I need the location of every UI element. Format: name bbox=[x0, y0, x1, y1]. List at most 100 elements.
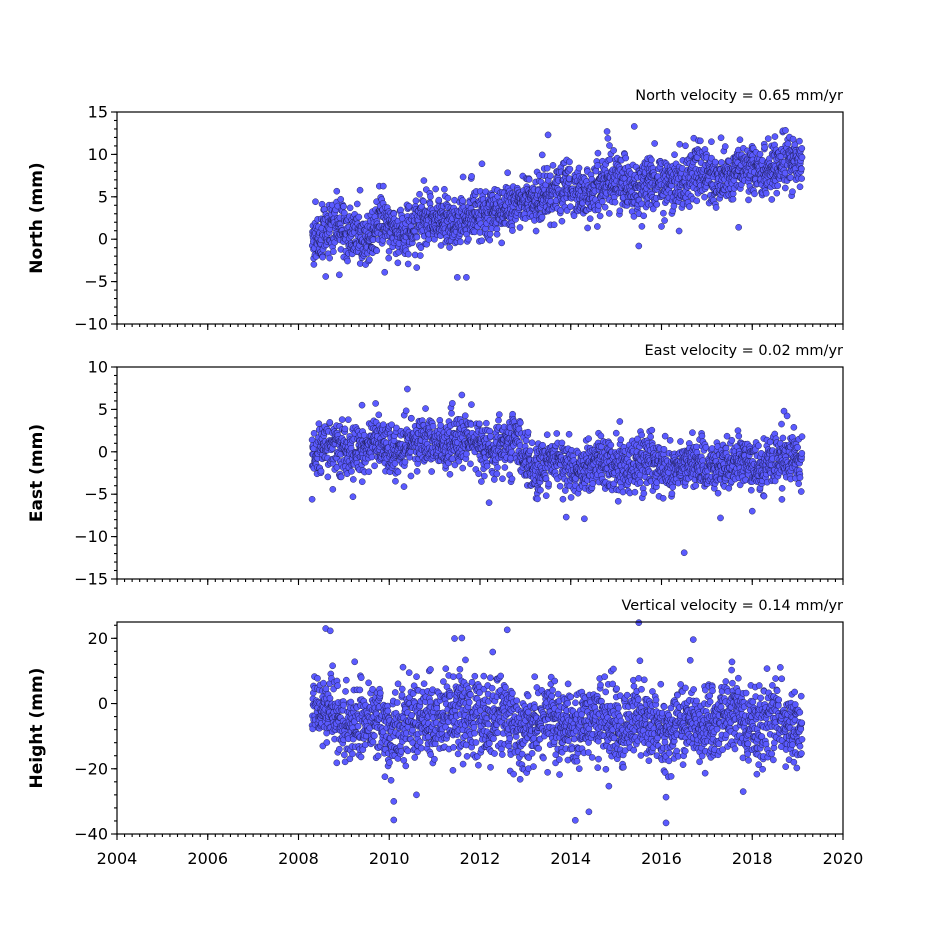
north-point bbox=[660, 209, 667, 217]
north-point bbox=[594, 162, 601, 169]
east-point bbox=[659, 494, 667, 502]
height-point bbox=[340, 701, 347, 709]
east-point bbox=[648, 426, 656, 434]
north-point bbox=[736, 136, 744, 144]
height-point bbox=[347, 698, 355, 706]
north-point bbox=[796, 183, 804, 191]
east-y-tick-label: −5 bbox=[84, 485, 108, 504]
east-point bbox=[522, 437, 530, 444]
east-velocity-annotation: East velocity = 0.02 mm/yr bbox=[644, 343, 843, 359]
north-point bbox=[330, 248, 337, 255]
north-point bbox=[366, 256, 373, 264]
east-point bbox=[714, 489, 722, 497]
east-point bbox=[338, 416, 346, 423]
north-point bbox=[605, 210, 613, 217]
north-point bbox=[385, 254, 393, 262]
north-point bbox=[337, 195, 345, 203]
east-point bbox=[487, 432, 494, 440]
north-point bbox=[547, 172, 554, 180]
east-point bbox=[734, 427, 742, 434]
east-outlier-point bbox=[372, 400, 379, 407]
north-point bbox=[333, 187, 341, 195]
east-outlier-point bbox=[358, 401, 366, 409]
north-y-tick-label: −5 bbox=[84, 272, 108, 291]
north-point bbox=[570, 212, 578, 220]
north-point bbox=[379, 182, 387, 190]
height-point bbox=[357, 674, 365, 681]
east-point bbox=[349, 476, 357, 483]
north-point bbox=[604, 135, 612, 142]
east-point bbox=[597, 432, 605, 440]
north-outlier-point bbox=[544, 131, 552, 139]
north-point bbox=[782, 127, 789, 134]
north-y-axis-label: North (mm) bbox=[27, 162, 47, 273]
north-point bbox=[344, 257, 351, 265]
east-point bbox=[476, 420, 483, 428]
north-point bbox=[437, 242, 445, 249]
north-x-ticks bbox=[116, 324, 844, 330]
north-point bbox=[486, 230, 494, 238]
north-point bbox=[693, 197, 701, 205]
east-point bbox=[616, 418, 624, 425]
north-point bbox=[417, 244, 425, 252]
east-point bbox=[778, 485, 786, 492]
height-point bbox=[336, 745, 343, 753]
height-point bbox=[341, 751, 348, 759]
east-point bbox=[537, 486, 544, 494]
north-outlier-point bbox=[735, 224, 742, 231]
east-point bbox=[368, 453, 376, 461]
height-point bbox=[334, 682, 341, 690]
north-point bbox=[598, 198, 606, 205]
north-point bbox=[601, 203, 609, 211]
north-point bbox=[420, 177, 428, 184]
north-point bbox=[468, 173, 475, 180]
north-point bbox=[435, 196, 443, 204]
east-points bbox=[308, 385, 806, 557]
north-point bbox=[648, 156, 655, 164]
north-point bbox=[416, 252, 424, 259]
north-point bbox=[385, 248, 393, 255]
east-outlier-point bbox=[748, 507, 756, 515]
height-point bbox=[323, 739, 331, 746]
height-point bbox=[351, 658, 359, 666]
east-point bbox=[797, 488, 805, 495]
east-point bbox=[408, 414, 415, 422]
east-point bbox=[446, 470, 454, 478]
east-point bbox=[358, 478, 366, 486]
height-panel: Vertical velocity = 0.14 mm/yr −40−20020… bbox=[27, 598, 863, 868]
east-outlier-point bbox=[717, 514, 724, 522]
north-y-tick-label: 0 bbox=[98, 230, 108, 249]
east-point bbox=[735, 432, 743, 440]
east-point bbox=[794, 444, 801, 451]
north-point bbox=[701, 193, 708, 201]
east-point bbox=[337, 473, 345, 481]
east-point bbox=[542, 492, 550, 500]
north-point bbox=[459, 173, 467, 181]
north-point bbox=[796, 137, 803, 145]
east-point bbox=[494, 464, 501, 471]
east-point bbox=[413, 468, 421, 475]
north-point bbox=[611, 198, 619, 206]
north-point bbox=[446, 244, 453, 251]
north-point bbox=[498, 239, 505, 247]
east-point bbox=[344, 416, 352, 424]
east-point bbox=[795, 480, 802, 488]
north-point bbox=[532, 227, 540, 235]
north-point bbox=[326, 254, 333, 262]
east-point bbox=[660, 445, 668, 453]
north-point bbox=[353, 200, 361, 208]
north-point bbox=[486, 236, 494, 244]
north-point bbox=[444, 194, 452, 202]
north-outlier-point bbox=[453, 274, 461, 281]
east-outlier-point bbox=[404, 385, 411, 393]
east-point bbox=[449, 399, 456, 407]
north-point bbox=[789, 188, 796, 195]
east-point bbox=[401, 458, 409, 466]
north-point bbox=[622, 154, 630, 162]
north-point bbox=[413, 233, 421, 241]
north-point bbox=[784, 140, 792, 148]
north-point bbox=[798, 145, 806, 152]
east-point bbox=[463, 450, 470, 458]
east-point bbox=[565, 430, 573, 438]
